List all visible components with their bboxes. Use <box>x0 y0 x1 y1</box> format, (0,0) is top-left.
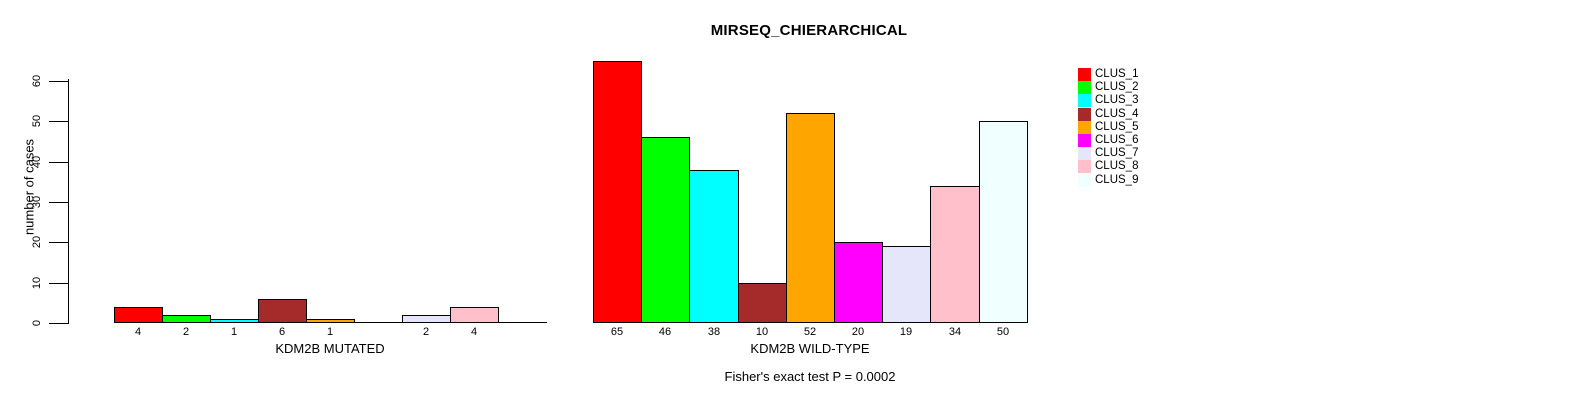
bar-value-label: 20 <box>851 326 865 338</box>
legend-item: CLUS_5 <box>1078 121 1138 134</box>
figure-title: MIRSEQ_CHIERARCHICAL <box>710 22 908 39</box>
bar-kdm2b-wild-type-clus-8 <box>930 186 980 323</box>
bar-value-label: 10 <box>755 326 769 338</box>
y-tick-label: 20 <box>31 235 43 249</box>
bar-value-label: 50 <box>996 326 1010 338</box>
bar-kdm2b-wild-type-clus-4 <box>738 283 787 323</box>
legend-item: CLUS_8 <box>1078 160 1139 174</box>
legend-item: CLUS_7 <box>1078 147 1139 161</box>
bar-value-label: 2 <box>182 326 190 338</box>
legend-item: CLUS_1 <box>1078 68 1139 82</box>
bar-kdm2b-mutated-clus-2 <box>162 315 211 323</box>
bar-value-label: 46 <box>658 326 672 338</box>
legend: CLUS_1 CLUS_2 CLUS_3 CLUS_4 CLUS_5 CLUS_6 CLUS… <box>1078 68 1138 187</box>
bar-kdm2b-mutated-clus-9 <box>498 322 547 323</box>
y-tick <box>49 242 68 243</box>
legend-swatch-clus_1 <box>1078 68 1091 82</box>
bar-kdm2b-wild-type-clus-3 <box>689 170 739 323</box>
y-tick-label: 50 <box>31 114 43 128</box>
y-tick <box>49 323 68 324</box>
bar-kdm2b-wild-type-clus-9 <box>979 121 1028 323</box>
bar-kdm2b-wild-type-clus-5 <box>786 113 835 323</box>
legend-item: CLUS_6 <box>1078 133 1139 148</box>
y-tick-label: 10 <box>31 276 43 290</box>
bar-kdm2b-wild-type-clus-2 <box>641 137 690 323</box>
y-tick-label: 30 <box>31 195 43 209</box>
legend-swatch-clus_9 <box>1078 173 1091 187</box>
bar-value-label: 4 <box>134 326 142 338</box>
legend-label: CLUS_2 <box>1095 81 1139 94</box>
bar-value-label: 38 <box>707 326 721 338</box>
y-tick <box>49 81 68 82</box>
legend-label: CLUS_7 <box>1095 147 1139 160</box>
legend-swatch-clus_8 <box>1078 160 1091 174</box>
x-axis-label-wild-type: KDM2B WILD-TYPE <box>750 341 870 356</box>
legend-swatch-clus_6 <box>1078 134 1091 148</box>
legend-item: CLUS_4 <box>1078 108 1138 121</box>
bar-value-label: 1 <box>230 326 238 338</box>
bar-kdm2b-mutated-clus-8 <box>450 307 499 323</box>
bar-kdm2b-mutated-clus-4 <box>258 299 307 323</box>
legend-label: CLUS_3 <box>1095 94 1139 107</box>
legend-label: CLUS_4 <box>1095 107 1139 120</box>
y-tick-label: 0 <box>31 319 43 327</box>
legend-swatch-clus_5 <box>1078 120 1091 134</box>
bar-value-label: 19 <box>899 326 913 338</box>
legend-label: CLUS_5 <box>1095 120 1139 133</box>
y-axis-line <box>68 79 69 324</box>
bar-value-label: 2 <box>422 326 430 338</box>
legend-item: CLUS_3 <box>1078 94 1139 108</box>
bar-value-label: 65 <box>610 326 624 338</box>
bar-kdm2b-wild-type-clus-6 <box>834 242 883 323</box>
x-axis-label-mutated: KDM2B MUTATED <box>275 341 385 356</box>
bar-value-label: 34 <box>948 326 962 338</box>
bar-kdm2b-wild-type-clus-1 <box>593 61 642 323</box>
legend-swatch-clus_7 <box>1078 147 1091 161</box>
legend-item: CLUS_9 <box>1078 174 1138 187</box>
legend-swatch-clus_4 <box>1078 107 1091 121</box>
legend-swatch-clus_3 <box>1078 94 1091 108</box>
bar-kdm2b-mutated-clus-6 <box>354 322 403 323</box>
bar-kdm2b-mutated-clus-1 <box>114 307 163 323</box>
y-tick <box>49 202 68 203</box>
bar-kdm2b-mutated-clus-7 <box>402 315 451 323</box>
legend-item: CLUS_2 <box>1078 81 1139 95</box>
legend-label: CLUS_8 <box>1095 160 1139 173</box>
legend-label: CLUS_1 <box>1095 68 1139 80</box>
bar-value-label: 1 <box>326 326 334 338</box>
bar-kdm2b-mutated-clus-5 <box>306 319 355 323</box>
bar-value-label: 52 <box>803 326 817 338</box>
y-tick <box>49 283 68 284</box>
y-axis-label: number of cases <box>21 138 37 236</box>
bar-value-label: 4 <box>470 326 478 338</box>
bar-kdm2b-wild-type-clus-7 <box>882 246 931 323</box>
y-tick-label: 40 <box>31 155 43 169</box>
y-tick-label: 60 <box>31 74 43 88</box>
y-tick <box>49 121 68 122</box>
subtitle-fisher-test: Fisher's exact test P = 0.0002 <box>724 369 896 384</box>
bar-value-label: 6 <box>278 326 286 338</box>
y-tick <box>49 162 68 163</box>
legend-label: CLUS_6 <box>1095 133 1139 146</box>
bar-kdm2b-mutated-clus-3 <box>210 319 259 323</box>
legend-label: CLUS_9 <box>1095 173 1139 186</box>
legend-swatch-clus_2 <box>1078 81 1091 95</box>
